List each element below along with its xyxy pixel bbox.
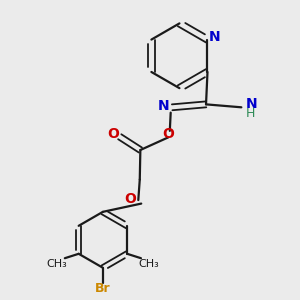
Text: CH₃: CH₃ [138, 259, 159, 269]
Text: H: H [246, 107, 255, 120]
Text: O: O [107, 128, 119, 141]
Text: CH₃: CH₃ [47, 259, 68, 269]
Text: N: N [209, 30, 221, 44]
Text: N: N [246, 98, 257, 111]
Text: O: O [124, 193, 136, 206]
Text: Br: Br [95, 282, 111, 295]
Text: N: N [158, 99, 170, 113]
Text: O: O [162, 127, 174, 141]
